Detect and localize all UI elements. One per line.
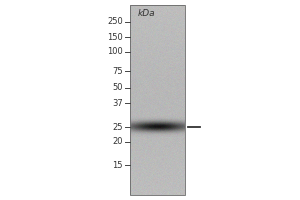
- Text: 75: 75: [112, 66, 123, 75]
- Text: 50: 50: [112, 84, 123, 92]
- Text: 150: 150: [107, 32, 123, 42]
- Text: 100: 100: [107, 47, 123, 56]
- Bar: [130, 5, 185, 195]
- Text: 15: 15: [112, 160, 123, 170]
- Text: 37: 37: [112, 98, 123, 108]
- Text: 250: 250: [107, 18, 123, 26]
- Text: kDa: kDa: [138, 9, 156, 18]
- Text: 25: 25: [112, 122, 123, 132]
- Text: 20: 20: [112, 138, 123, 146]
